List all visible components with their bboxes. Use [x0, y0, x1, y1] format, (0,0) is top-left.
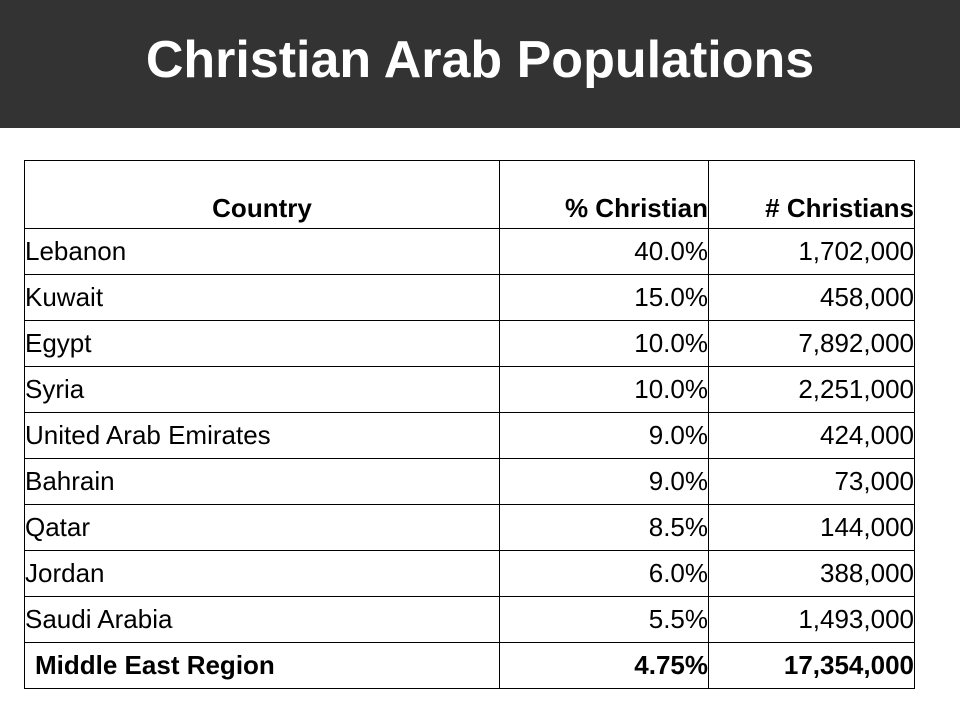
table-row: United Arab Emirates 9.0% 424,000 — [24, 412, 915, 459]
table-row: Egypt 10.0% 7,892,000 — [24, 320, 915, 367]
table-header-row: Country % Christian # Christians — [24, 160, 915, 229]
count-cell: 388,000 — [708, 550, 915, 597]
percent-cell: 9.0% — [499, 458, 709, 505]
count-cell: 424,000 — [708, 412, 915, 459]
count-cell: 458,000 — [708, 274, 915, 321]
table-row: Saudi Arabia 5.5% 1,493,000 — [24, 596, 915, 643]
country-cell: United Arab Emirates — [24, 412, 500, 459]
count-cell: 1,493,000 — [708, 596, 915, 643]
total-percent-cell: 4.75% — [499, 642, 709, 689]
country-cell: Bahrain — [24, 458, 500, 505]
table-row: Lebanon 40.0% 1,702,000 — [24, 228, 915, 275]
country-cell: Kuwait — [24, 274, 500, 321]
count-cell: 1,702,000 — [708, 228, 915, 275]
table-row: Kuwait 15.0% 458,000 — [24, 274, 915, 321]
count-cell: 2,251,000 — [708, 366, 915, 413]
total-region-cell: Middle East Region — [24, 642, 500, 689]
percent-cell: 10.0% — [499, 366, 709, 413]
percent-cell: 40.0% — [499, 228, 709, 275]
count-cell: 7,892,000 — [708, 320, 915, 367]
column-header-country: Country — [24, 160, 500, 229]
table-row: Qatar 8.5% 144,000 — [24, 504, 915, 551]
percent-cell: 6.0% — [499, 550, 709, 597]
country-cell: Syria — [24, 366, 500, 413]
table-row: Syria 10.0% 2,251,000 — [24, 366, 915, 413]
title-bar: Christian Arab Populations — [0, 0, 960, 128]
table-row: Bahrain 9.0% 73,000 — [24, 458, 915, 505]
total-count-cell: 17,354,000 — [708, 642, 915, 689]
country-cell: Egypt — [24, 320, 500, 367]
percent-cell: 15.0% — [499, 274, 709, 321]
country-cell: Jordan — [24, 550, 500, 597]
table-row: Jordan 6.0% 388,000 — [24, 550, 915, 597]
column-header-number-christians: # Christians — [708, 160, 915, 229]
country-cell: Qatar — [24, 504, 500, 551]
page-title: Christian Arab Populations — [145, 31, 815, 89]
christian-population-table: Country % Christian # Christians Lebanon… — [24, 160, 915, 689]
percent-cell: 10.0% — [499, 320, 709, 367]
country-cell: Lebanon — [24, 228, 500, 275]
percent-cell: 8.5% — [499, 504, 709, 551]
count-cell: 73,000 — [708, 458, 915, 505]
column-header-percent-christian: % Christian — [499, 160, 709, 229]
country-cell: Saudi Arabia — [24, 596, 500, 643]
count-cell: 144,000 — [708, 504, 915, 551]
table-total-row: Middle East Region 4.75% 17,354,000 — [24, 642, 915, 689]
percent-cell: 9.0% — [499, 412, 709, 459]
percent-cell: 5.5% — [499, 596, 709, 643]
